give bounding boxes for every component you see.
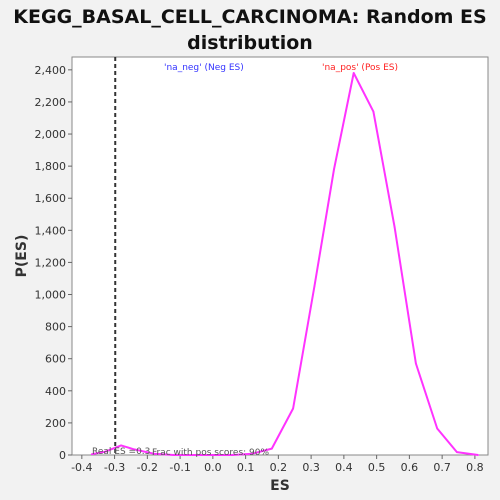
x-tick-label: 0.8 — [466, 461, 484, 474]
y-tick-label: 2,000 — [35, 128, 67, 141]
series-point — [212, 454, 214, 456]
series-point — [456, 451, 458, 453]
y-tick-label: 0 — [59, 449, 66, 462]
series-point — [251, 452, 253, 455]
x-tick-label: -0.4 — [71, 461, 92, 474]
y-tick-label: 1,000 — [35, 289, 67, 302]
series-point — [415, 362, 417, 365]
pos-es-annotation: 'na_pos' (Pos ES) — [322, 63, 398, 73]
plot-area — [71, 56, 489, 456]
series-point — [120, 444, 122, 447]
series-point — [372, 110, 375, 113]
series-point — [436, 427, 439, 430]
y-tick-label: 400 — [45, 385, 66, 398]
x-tick-label: 0.5 — [368, 461, 386, 474]
series-point — [313, 285, 316, 288]
chart-title: KEGG_BASAL_CELL_CARCINOMA: Random ES dis… — [0, 4, 500, 56]
x-tick-label: 0.3 — [302, 461, 320, 474]
chart-title-line2: distribution — [187, 32, 313, 54]
y-axis-label: P(ES) — [14, 235, 30, 278]
x-tick-label: -0.2 — [137, 461, 158, 474]
series-point — [103, 450, 106, 453]
y-tick-label: 1,400 — [35, 224, 67, 237]
series-point — [231, 454, 234, 456]
series-point — [153, 452, 155, 455]
series-point — [192, 454, 194, 456]
y-tick-label: 800 — [45, 321, 66, 334]
x-tick-label: 0.0 — [204, 461, 222, 474]
fraction-annotation: Frac with pos scores: 90% — [152, 448, 269, 458]
x-tick-label: 0.1 — [237, 461, 255, 474]
series-point — [133, 448, 136, 451]
x-tick-label: 0.4 — [335, 461, 353, 474]
y-tick-label: 1,200 — [35, 256, 67, 269]
x-tick-label: 0.7 — [433, 461, 451, 474]
y-tick-label: 600 — [45, 353, 66, 366]
y-tick-label: 2,200 — [35, 96, 67, 109]
series-point — [393, 226, 396, 228]
series-point — [172, 454, 175, 456]
x-tick-label: 0.6 — [401, 461, 419, 474]
series-point — [292, 407, 294, 410]
x-tick-label: -0.1 — [169, 461, 190, 474]
y-tick-label: 1,600 — [35, 192, 67, 205]
x-tick-label: -0.3 — [104, 461, 125, 474]
series-point — [271, 447, 273, 450]
x-tick-label: 0.2 — [270, 461, 288, 474]
x-axis-ticks: -0.4 -0.3 -0.2 -0.1 0.0 0.1 0.2 0.3 0.4 0.5 0.6 0.7… — [71, 455, 484, 474]
y-tick-label: 200 — [45, 417, 66, 430]
x-axis-label: ES — [270, 478, 290, 494]
y-axis-ticks: 0 200 400 600 800 1,000 1,200 1,400 1,600 1,800 2,… — [35, 64, 72, 462]
y-tick-label: 1,800 — [35, 160, 67, 173]
series-point — [477, 454, 479, 456]
real-es-annotation: Real ES =0.3 — [92, 447, 150, 457]
series-point — [352, 72, 355, 74]
chart-title-line1: KEGG_BASAL_CELL_CARCINOMA: Random ES — [13, 6, 487, 28]
y-tick-label: 2,400 — [35, 64, 67, 77]
series-layer — [90, 72, 479, 456]
neg-es-annotation: 'na_neg' (Neg ES) — [164, 63, 244, 73]
series-point — [333, 168, 335, 171]
series-point — [90, 453, 93, 455]
